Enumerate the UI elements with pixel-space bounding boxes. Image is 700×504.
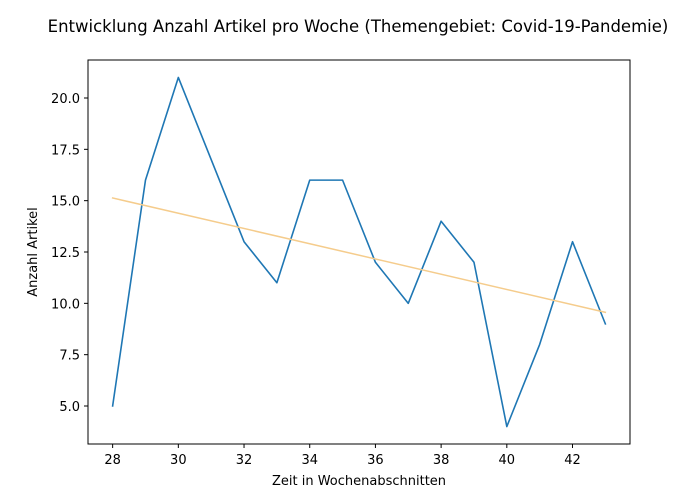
x-tick-label: 38 [433, 453, 450, 468]
trend-line [111, 197, 607, 314]
plot-frame [87, 59, 631, 445]
x-tick-label: 42 [564, 453, 581, 468]
y-tick-label: 10.0 [51, 297, 80, 312]
x-tick-label: 36 [367, 453, 384, 468]
y-tick-label: 20.0 [51, 92, 80, 107]
y-axis-label: Anzahl Artikel [26, 207, 41, 297]
plot-marks [111, 76, 607, 428]
x-axis-label: Zeit in Wochenabschnitten [272, 474, 446, 489]
y-tick-label: 5.0 [59, 400, 80, 415]
y-tick-label: 7.5 [59, 349, 80, 364]
x-tick-label: 32 [236, 453, 253, 468]
y-tick-label: 12.5 [51, 246, 80, 261]
chart-title: Entwicklung Anzahl Artikel pro Woche (Th… [48, 17, 669, 36]
y-axis: 5.0 7.5 10.0 12.5 15.0 17.5 20.0 [51, 92, 88, 415]
y-tick-label: 15.0 [51, 195, 80, 210]
x-tick-label: 34 [301, 453, 318, 468]
x-tick-label: 40 [499, 453, 516, 468]
x-tick-label: 28 [104, 453, 121, 468]
data-line [111, 76, 607, 428]
y-tick-label: 17.5 [51, 143, 80, 158]
plot-background [88, 60, 630, 444]
x-tick-label: 30 [170, 453, 187, 468]
x-axis: 28 30 32 34 36 38 40 42 [104, 444, 581, 468]
